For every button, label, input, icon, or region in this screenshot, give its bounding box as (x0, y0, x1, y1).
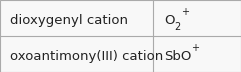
Text: +: + (181, 7, 189, 17)
Text: +: + (191, 43, 199, 53)
Text: O: O (164, 14, 174, 27)
Text: SbO: SbO (164, 50, 191, 63)
Text: dioxygenyl cation: dioxygenyl cation (10, 14, 128, 27)
Text: 2: 2 (174, 22, 181, 32)
Text: oxoantimony(III) cation: oxoantimony(III) cation (10, 50, 163, 63)
